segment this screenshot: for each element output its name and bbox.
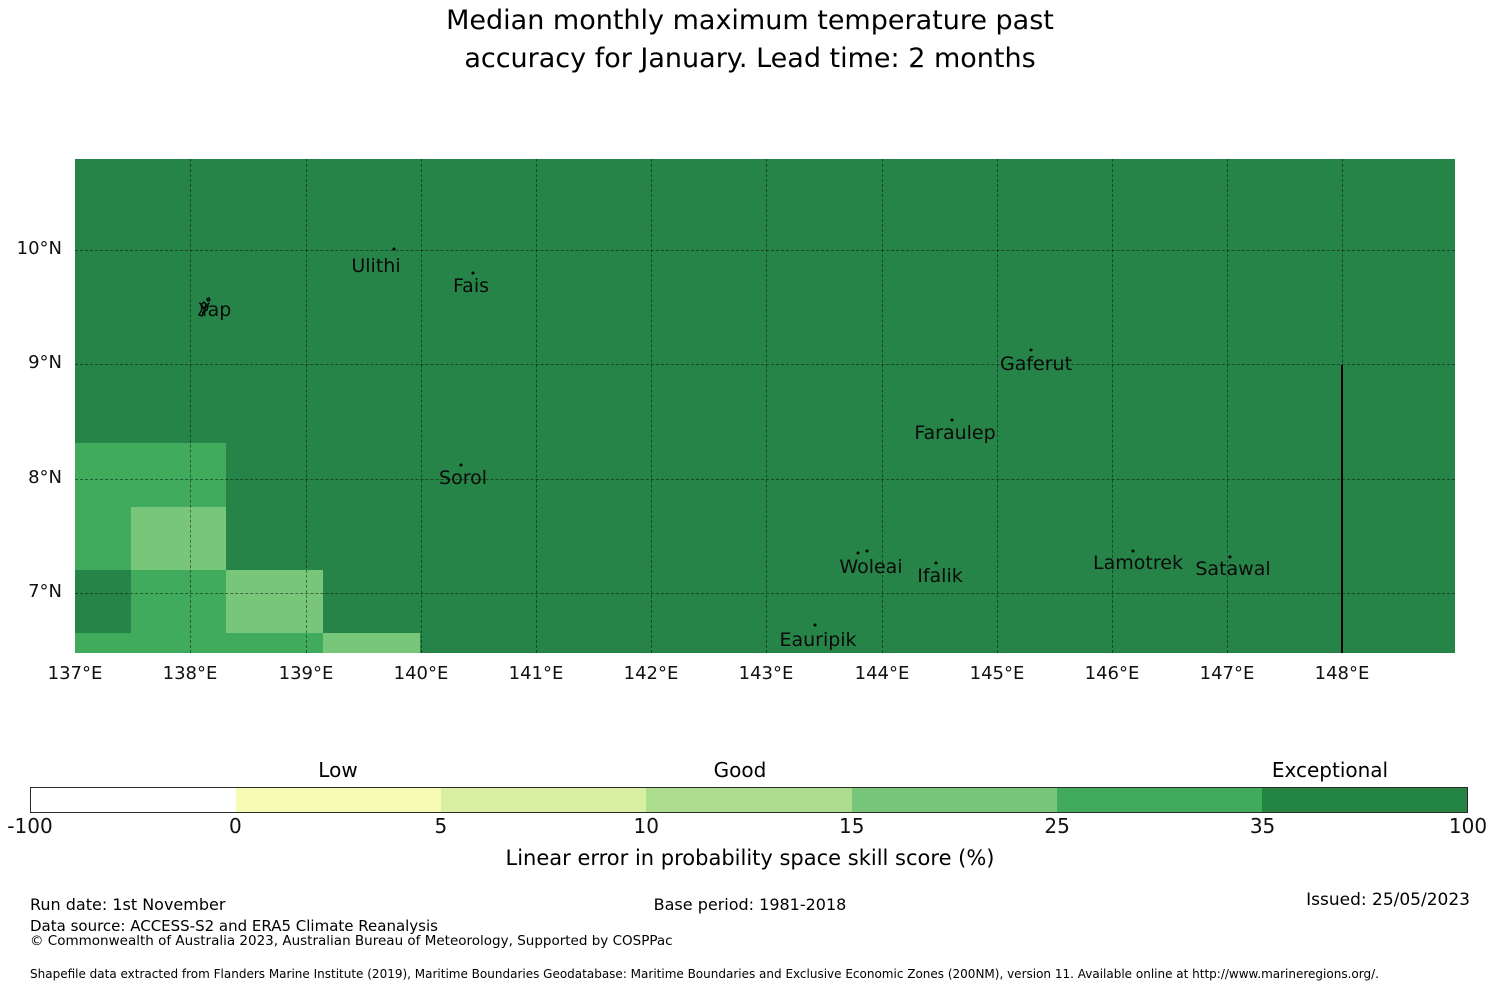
colorbar-tick-label: 100 <box>1448 814 1488 838</box>
colorbar-category-label: Good <box>713 758 767 782</box>
data-source-text: Data source: ACCESS-S2 and ERA5 Climate … <box>30 917 438 935</box>
island-label-ulithi: Ulithi <box>351 255 401 277</box>
island-dot <box>934 561 938 565</box>
x-tick-label: 145°E <box>969 663 1025 684</box>
island-dot <box>856 551 860 555</box>
x-tick-label: 141°E <box>508 663 564 684</box>
island-label-satawal: Satawal <box>1195 558 1271 580</box>
map-cell <box>323 633 420 653</box>
island-dot <box>1131 549 1135 553</box>
island-dot <box>459 463 463 467</box>
x-tick-label: 137°E <box>47 663 103 684</box>
island-dot <box>950 418 954 422</box>
map-cell <box>75 507 131 570</box>
island-dot <box>1029 348 1033 352</box>
colorbar-tick-label: 35 <box>1249 814 1276 838</box>
map-cell <box>226 570 323 633</box>
map-cell <box>75 633 323 653</box>
island-dot <box>865 549 869 553</box>
x-tick-label: 144°E <box>854 663 910 684</box>
gridline-vertical <box>190 159 191 653</box>
run-date-text: Run date: 1st November <box>30 895 226 914</box>
map-area: Ulithi Fais Yap Sorol Gaferut Faraulep Woleai I… <box>75 159 1455 653</box>
x-tick-label: 140°E <box>393 663 449 684</box>
colorbar-tick-label: 15 <box>838 814 865 838</box>
x-tick-label: 139°E <box>278 663 334 684</box>
shapefile-attribution-text: Shapefile data extracted from Flanders M… <box>30 967 1379 981</box>
x-tick-label: 147°E <box>1199 663 1255 684</box>
colorbar-tick-label: 25 <box>1044 814 1070 838</box>
island-label-gaferut: Gaferut <box>999 353 1073 375</box>
y-tick-label: 10°N <box>16 238 62 259</box>
gridline-horizontal <box>75 364 1455 365</box>
gridline-vertical <box>882 159 883 653</box>
map-cell <box>131 570 226 633</box>
colorbar-segment <box>851 788 1057 812</box>
island-label-lamotrek: Lamotrek <box>1093 552 1183 574</box>
gridline-horizontal <box>75 479 1455 480</box>
x-tick-label: 138°E <box>162 663 218 684</box>
x-tick-label: 142°E <box>623 663 679 684</box>
gridline-vertical <box>1112 159 1113 653</box>
gridline-vertical <box>306 159 307 653</box>
figure-title: Median monthly maximum temperature past … <box>0 2 1500 78</box>
map-cell <box>131 507 226 570</box>
gridline-horizontal <box>75 250 1455 251</box>
colorbar-category-label: Exceptional <box>1271 758 1389 782</box>
yap-island-shape <box>198 297 211 317</box>
figure-title-line1: Median monthly maximum temperature past <box>446 5 1054 36</box>
gridline-vertical <box>1227 159 1228 653</box>
issued-date-text: Issued: 25/05/2023 <box>1306 890 1470 910</box>
x-tick-label: 148°E <box>1314 663 1370 684</box>
island-dot <box>813 623 817 627</box>
base-period-text: Base period: 1981-2018 <box>653 895 847 914</box>
island-label-yap: Yap <box>198 299 232 321</box>
colorbar-segment <box>646 788 852 812</box>
gridline-vertical <box>651 159 652 653</box>
island-label-eauripik: Eauripik <box>779 629 857 651</box>
colorbar-tick-label: 10 <box>633 814 659 838</box>
island-label-sorol: Sorol <box>439 467 487 489</box>
island-label-woleai: Woleai <box>839 556 903 578</box>
colorbar-segment <box>236 788 442 812</box>
gridline-vertical <box>536 159 537 653</box>
y-tick-label: 8°N <box>28 467 62 488</box>
figure-title-line2: accuracy for January. Lead time: 2 month… <box>464 43 1036 74</box>
gridline-vertical <box>997 159 998 653</box>
colorbar-segment <box>441 788 647 812</box>
colorbar-segment <box>31 788 237 812</box>
colorbar-category-label: Low <box>318 758 358 782</box>
gridline-vertical <box>421 159 422 653</box>
colorbar-segment <box>1261 788 1467 812</box>
island-dot <box>471 271 475 275</box>
island-label-ifalik: Ifalik <box>917 565 963 587</box>
colorbar-axis-label: Linear error in probability space skill … <box>505 846 995 870</box>
eez-boundary-line <box>1341 365 1343 653</box>
x-tick-label: 143°E <box>738 663 794 684</box>
y-tick-label: 7°N <box>28 581 62 602</box>
x-tick-label: 146°E <box>1084 663 1140 684</box>
copyright-text: © Commonwealth of Australia 2023, Austra… <box>30 933 673 949</box>
island-dot <box>1228 555 1232 559</box>
colorbar <box>30 787 1468 813</box>
colorbar-tick-label: 0 <box>229 814 242 838</box>
colorbar-tick-label: -100 <box>7 814 53 838</box>
island-label-faraulep: Faraulep <box>914 422 996 444</box>
island-dot <box>392 247 396 251</box>
map-cell <box>75 443 226 507</box>
y-tick-label: 9°N <box>28 352 62 373</box>
colorbar-tick-label: 5 <box>434 814 448 838</box>
island-label-fais: Fais <box>452 275 490 297</box>
gridline-horizontal <box>75 593 1455 594</box>
gridline-vertical <box>766 159 767 653</box>
colorbar-segment <box>1056 788 1262 812</box>
